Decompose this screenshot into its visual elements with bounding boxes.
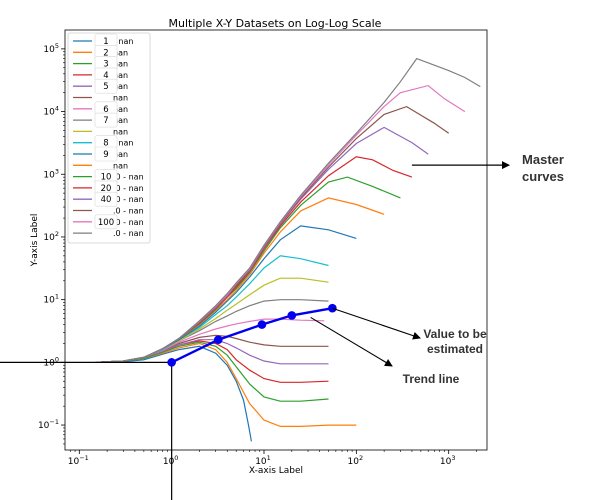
legend-entry-label-10: 8 (103, 139, 108, 149)
y-tick-label-2: 100 (43, 355, 59, 368)
legend-label-box (94, 78, 118, 94)
series-line-2 (95, 342, 357, 427)
y-tick-label-6: 104 (43, 105, 59, 118)
trend-point-3 (257, 320, 267, 329)
legend-entry-suffix-6: nan (113, 94, 128, 103)
legend-entry-suffix-9: nan (113, 127, 128, 136)
legend-entry-suffix-7: nan (113, 105, 128, 114)
legend-entry-suffix-17: .0 - nan (113, 218, 144, 227)
annotation-value-estimated-line-1: Value to be (423, 327, 487, 341)
x-axis-label: X-axis Label (249, 466, 303, 476)
legend-entry-label-17: 100 (98, 218, 114, 228)
legend-entry-label-8: 7 (103, 116, 108, 126)
series-layer (95, 57, 481, 442)
trend-point-4 (287, 311, 297, 320)
x-tick-label-1: 10−1 (68, 454, 89, 467)
series-line-18 (95, 57, 481, 363)
legend-entry-suffix-13: .0 - nan (113, 173, 144, 182)
legend-entry-suffix-14: .0 - nan (113, 184, 144, 193)
legend-entry-label-13: 10 (101, 173, 112, 183)
legend-label-box (94, 146, 118, 162)
legend-entry-label-14: 20 (101, 184, 112, 194)
x-tick-label-4: 102 (348, 454, 364, 467)
chart-title: Multiple X-Y Datasets on Log-Log Scale (169, 17, 382, 30)
legend-entry-suffix-18: .0 - nan (113, 229, 144, 238)
y-tick-label-5: 103 (43, 167, 59, 180)
value-estimated-arrow (332, 307, 421, 340)
legend-entry-label-3: 3 (103, 60, 108, 70)
legend-entry-suffix-2: nan (113, 48, 128, 57)
legend-entry-suffix-12: nan (113, 161, 128, 170)
legend-entry-label-4: 4 (103, 71, 108, 81)
series-line-1 (95, 345, 252, 442)
x-tick-label-3: 101 (255, 454, 271, 467)
legend-entry-suffix-1: - nan (113, 37, 133, 46)
legend-entry-suffix-5: nan (113, 82, 128, 91)
legend-entry-label-5: 5 (103, 82, 108, 92)
legend-entry-suffix-15: .0 - nan (113, 195, 144, 204)
legend-entry-suffix-11: nan (113, 150, 128, 159)
series-line-3 (95, 341, 329, 402)
reference-lines (0, 361, 173, 500)
annotation-master-curves-line-1: Master (522, 152, 564, 167)
legend-entry-label-7: 6 (103, 105, 108, 115)
legend-entry-suffix-4: nan (113, 71, 128, 80)
legend-label-box (94, 191, 118, 207)
trend-line-arrow (310, 316, 393, 367)
legend-entry-suffix-16: .0 - nan (113, 207, 144, 216)
y-ticks: 10−1 100 101 102 103 104 105 (38, 42, 65, 445)
y-tick-label-4: 102 (43, 230, 59, 243)
legend-entry-label-1: 1 (103, 37, 108, 47)
y-tick-label-7: 105 (43, 42, 59, 55)
y-tick-label-3: 101 (43, 293, 59, 306)
legend-entry-label-15: 40 (101, 195, 112, 205)
legend-entry-suffix-10: - nan (113, 139, 133, 148)
trend-line-group (167, 303, 337, 367)
legend-entry-label-2: 2 (103, 48, 108, 58)
x-ticks: 10−1 100 101 102 103 (68, 450, 477, 467)
legend-label-box (94, 214, 118, 230)
legend-entry-label-11: 9 (103, 150, 108, 160)
y-tick-label-1: 10−1 (38, 418, 59, 431)
legend-entry-suffix-8: nan (113, 116, 128, 125)
x-tick-label-2: 100 (163, 454, 179, 467)
annotation-trend-line: Trend line (403, 372, 460, 386)
legend-entry-suffix-3: nan (113, 60, 128, 69)
x-tick-label-5: 103 (440, 454, 456, 467)
annotation-master-curves-line-2: curves (522, 169, 564, 184)
series-line-7 (95, 318, 325, 363)
trend-point-1 (167, 358, 176, 367)
legend: - nan nan nan nan nan nan nan nan nan - nan nan nan… (67, 32, 151, 244)
trend-point-2 (213, 335, 223, 344)
legend-label-box (94, 112, 118, 128)
annotation-value-estimated-line-2: estimated (427, 342, 483, 356)
y-axis-label: Y-axis Label (30, 214, 40, 268)
